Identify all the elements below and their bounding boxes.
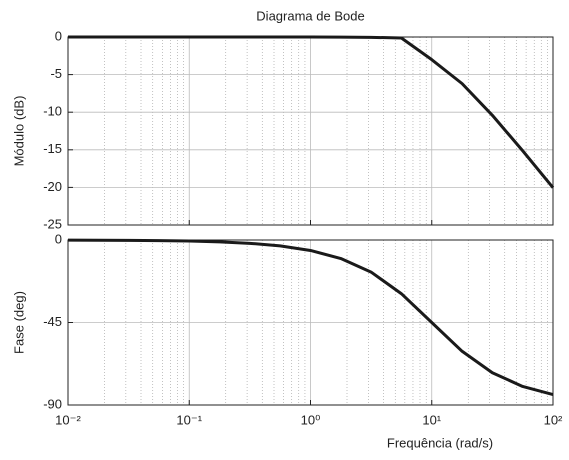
y-tick-label: 0: [55, 28, 62, 43]
line: [68, 35, 555, 189]
y-tick-label: -45: [43, 314, 62, 329]
y-tick-label: -25: [43, 216, 62, 231]
y-axis-label: Módulo (dB): [11, 96, 26, 167]
x-tick-label: 10⁻²: [55, 412, 81, 427]
y-tick-label: -90: [43, 396, 62, 411]
y-tick-label: -20: [43, 179, 62, 194]
plot-frame: [67, 239, 554, 406]
x-tick-label: 10⁻¹: [176, 412, 202, 427]
y-tick-label: -15: [43, 141, 62, 156]
y-axis-label: Fase (deg): [11, 291, 26, 354]
y-tick-label: -10: [43, 104, 62, 119]
x-tick-label: 10²: [544, 412, 563, 427]
x-tick-label: 10⁰: [301, 412, 321, 427]
x-tick-label: 10¹: [422, 412, 441, 427]
y-tick-label: -5: [50, 66, 62, 81]
y-tick-label: 0: [55, 231, 62, 246]
chart-title: Diagrama de Bode: [256, 8, 364, 23]
line: [67, 238, 554, 396]
x-axis-label: Frequência (rad/s): [387, 435, 493, 450]
